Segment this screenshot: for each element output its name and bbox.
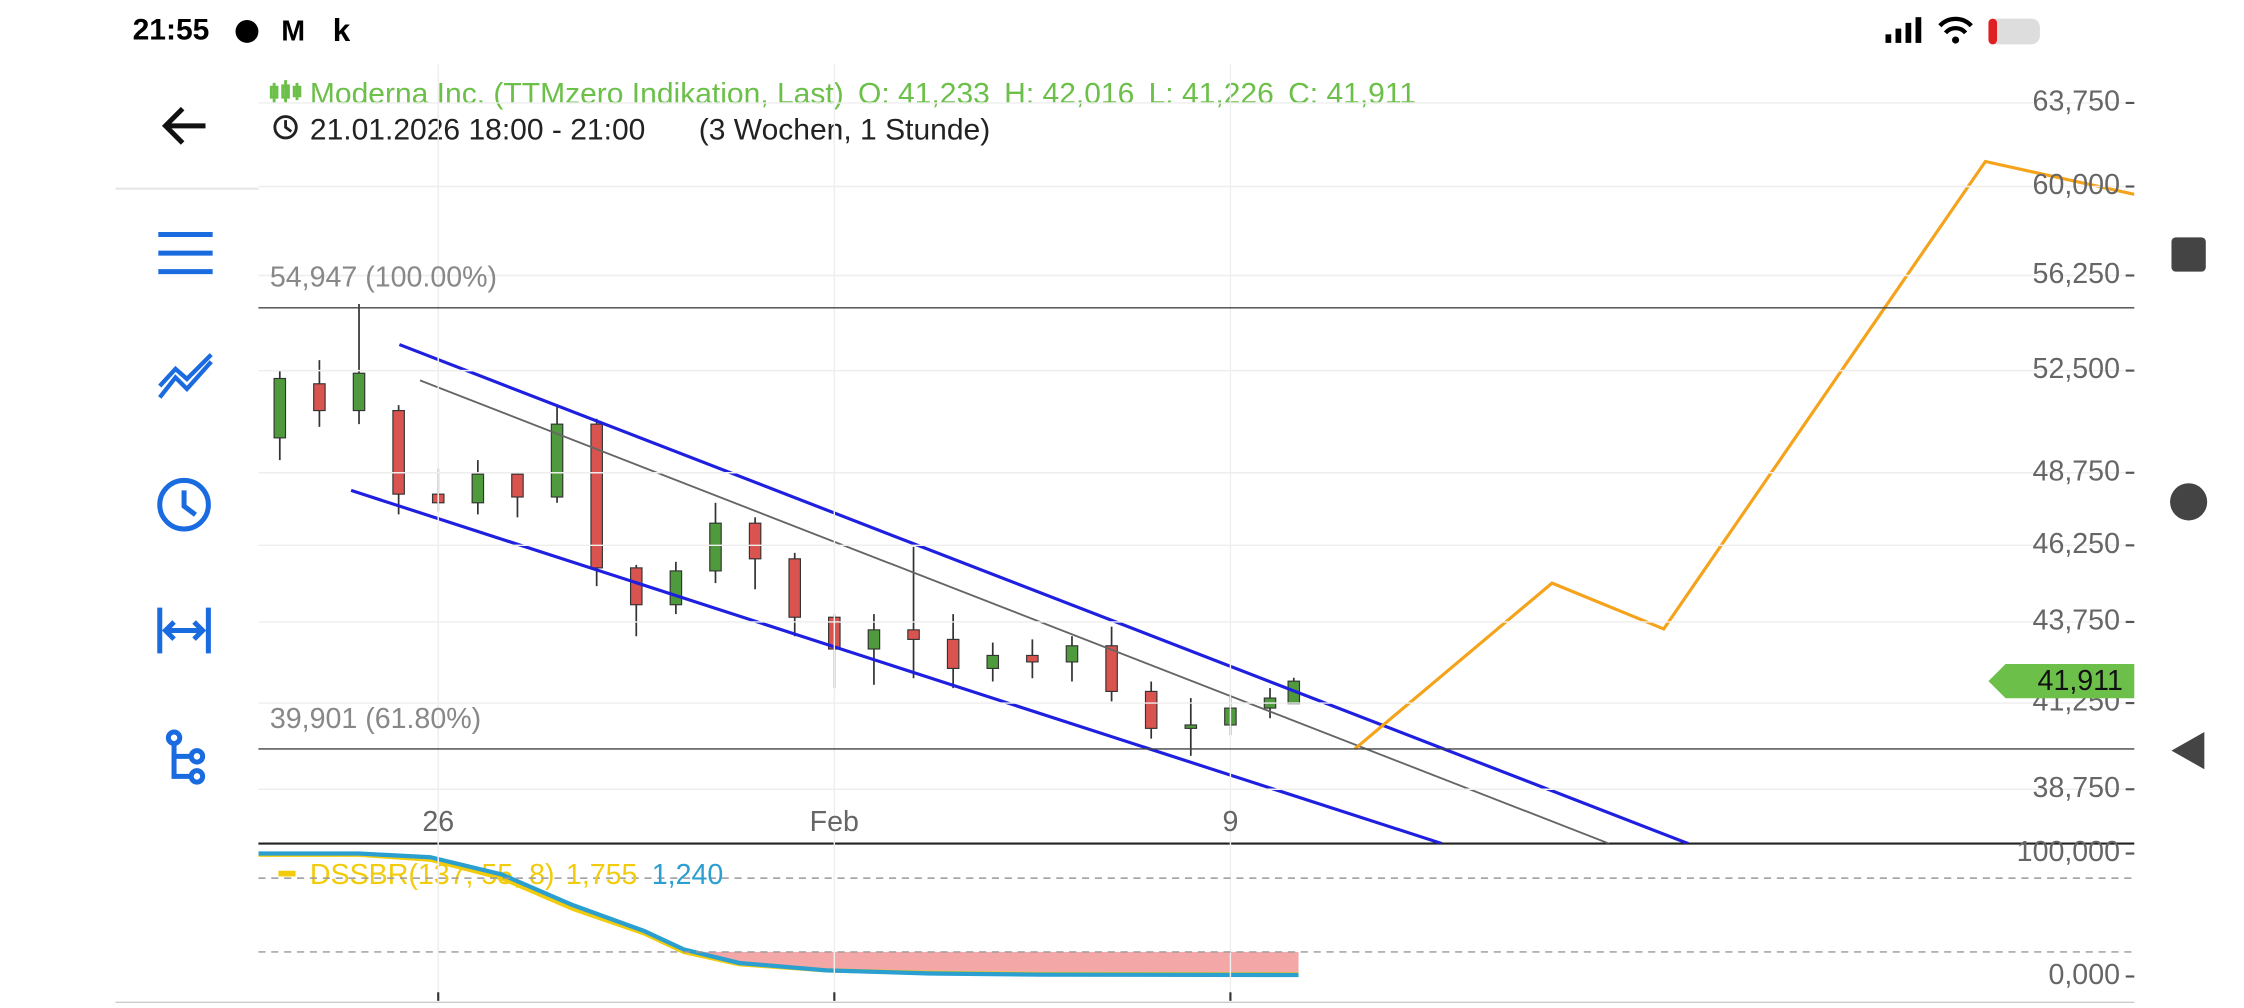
candle-body [273,377,287,439]
candle-icon [269,80,302,103]
trendline [398,343,1689,844]
y-tick-label: 38,750 [2033,772,2120,804]
y-tick-label: 60,000 [2033,169,2120,201]
svg-text:M: M [281,15,305,47]
oversold-area [683,951,1299,975]
candle-body [629,567,643,606]
candle [511,473,524,518]
ohlc-label: O: 41,233 [858,78,990,111]
indicator-value: 1,240 [652,859,724,891]
price-plot [273,159,2135,844]
back-button[interactable] [161,106,206,145]
candle-body [392,409,405,495]
indicator-value: 1,755 [566,859,638,891]
candle [748,517,762,590]
candle-body [352,372,366,412]
trendline [1353,159,2135,751]
ohlc-label: C: 41,911 [1288,78,1416,111]
candle [1184,698,1198,756]
y-tick-label: 56,250 [2033,258,2120,290]
indicator-plot [258,851,1299,978]
home-button[interactable] [2170,483,2208,521]
trendline [350,488,1443,844]
candle [986,642,1000,682]
ohlc-label: L: 41,226 [1149,78,1274,111]
y-tick-label: 63,750 [2033,85,2120,117]
candle-body [1184,724,1198,729]
clock-icon [273,115,298,140]
recents-button[interactable] [2171,237,2206,272]
range-button[interactable] [157,607,211,654]
chart-subtitle: 21.01.2026 18:00 - 21:00 [310,113,645,146]
candle-body [590,423,603,569]
candle [1144,681,1158,739]
candle-body [986,654,1000,669]
candle-body [946,638,960,669]
back-nav-button[interactable] [2171,732,2205,770]
candle [867,614,881,685]
last-price-tag [1988,663,2135,699]
candle [709,502,722,584]
x-tick-label: 26 [422,806,454,838]
candle [1105,626,1118,702]
level-label: 39,901 (61.80%) [270,703,481,735]
trendline [419,379,1610,844]
y-tick-label: 43,750 [2033,604,2120,636]
y-tick-label: 100,000 [2017,836,2120,868]
candle-body [550,423,564,498]
level-label: 54,947 (100.00%) [270,262,497,294]
candle [1065,636,1079,682]
y-tick-label: 46,250 [2033,528,2120,560]
x-tick-label: 9 [1222,806,1238,838]
candle-body [471,473,485,504]
candle-body [1065,645,1079,663]
svg-text:k: k [333,13,351,48]
candle-body [709,522,722,572]
candle-body [1026,654,1039,663]
candle-body [1144,690,1158,729]
chart-title: Moderna Inc. (TTMzero Indikation, Last) [310,78,844,111]
candle-body [1105,645,1118,692]
chart-period: (3 Wochen, 1 Stunde) [699,113,990,146]
ohlc-label: H: 42,016 [1004,78,1134,111]
candle-body [788,558,802,618]
candle-body [748,522,762,560]
drawing-button[interactable] [165,729,206,785]
candle [273,370,287,461]
candle-body [511,473,524,498]
status-time: 21:55 [133,13,210,46]
candle-body [669,570,683,606]
y-tick-label: 0,000 [2048,959,2120,991]
candle [471,460,485,515]
candle [907,546,920,679]
candle [669,561,683,615]
indicators-button[interactable] [158,353,213,399]
candle [788,552,802,637]
candle [590,418,603,587]
candle [392,405,405,515]
candle [629,564,643,637]
candle [352,303,366,425]
candle-body [907,629,920,640]
right-nav [2170,237,2208,770]
last-price-label: 41,911 [2038,665,2123,697]
time-button[interactable] [157,477,211,532]
candle [1026,639,1039,679]
x-tick-label: Feb [810,806,859,838]
indicator-line [258,851,1299,978]
candle-body [313,383,326,412]
candle [946,614,960,689]
candle [550,405,564,503]
y-tick-label: 48,750 [2033,455,2120,487]
indicator-legend-swatch [278,870,296,877]
candle-body [867,629,881,650]
menu-button[interactable] [158,231,213,275]
y-tick-label: 52,500 [2033,353,2120,385]
left-nav [115,106,259,785]
